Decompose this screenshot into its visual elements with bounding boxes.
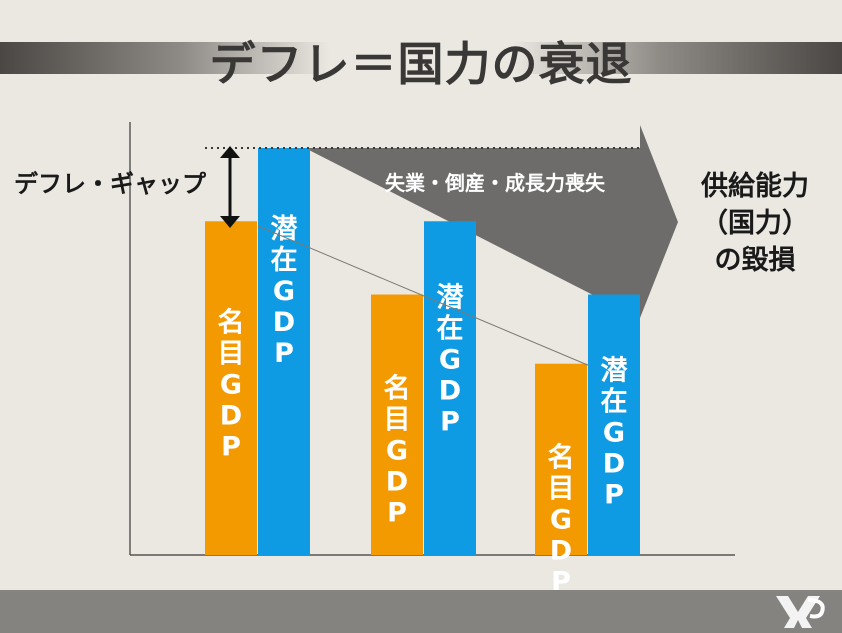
footer-bar [0, 590, 842, 633]
title-decor-left [0, 42, 330, 74]
nominal-gdp-bar-3 [535, 363, 587, 555]
potential-gdp-label-3-char-1: 潜 [601, 356, 628, 387]
nominal-gdp-label-2-char-2: 目 [384, 405, 411, 436]
potential-gdp-bar-2 [424, 221, 476, 555]
result-label-line3: の毀損 [715, 245, 796, 276]
nominal-gdp-bar-1 [205, 221, 257, 555]
loss-label: 失業・倒産・成長力喪失 [385, 171, 606, 195]
nominal-gdp-label-1-char-1: 名 [218, 306, 245, 338]
nominal-gdp-label-1-char-5: P [221, 431, 241, 462]
loss-arrow [305, 125, 678, 318]
nominal-gdp-label-3-char-5: P [551, 567, 571, 598]
potential-gdp-label-3-char-5: P [604, 480, 624, 511]
nominal-gdp-label-1-char-2: 目 [218, 338, 245, 369]
trend-line-2 [423, 295, 591, 367]
potential-gdp-label-1-char-3: G [273, 276, 295, 307]
nominal-gdp-label-1-char-4: D [220, 400, 242, 431]
nominal-gdp-label-3-char-2: 目 [548, 474, 575, 505]
nominal-gdp-label-2-char-3: G [386, 436, 408, 467]
title-decor-right [512, 42, 842, 74]
potential-gdp-label-1-char-5: P [274, 338, 294, 369]
potential-gdp-label-2-char-2: 在 [437, 313, 464, 344]
nominal-gdp-label-2-char-5: P [387, 498, 407, 529]
nominal-gdp-label-3-char-3: G [550, 505, 572, 536]
nominal-gdp-bar-2 [371, 294, 423, 555]
gap-label: デフレ・ギャップ [14, 170, 207, 198]
mr-logo-icon [776, 596, 825, 628]
gap-arrow [220, 146, 240, 228]
potential-gdp-label-2-char-4: D [439, 375, 461, 406]
page-title: デフレ＝国力の衰退 [209, 37, 633, 91]
potential-gdp-label-1-char-1: 潜 [271, 214, 298, 245]
trend-line-1 [257, 225, 425, 297]
nominal-gdp-label-3-char-1: 名 [548, 442, 575, 474]
potential-gdp-label-2-char-1: 潜 [437, 282, 464, 313]
potential-gdp-label-1-char-2: 在 [271, 245, 298, 276]
potential-gdp-label-3-char-4: D [603, 449, 625, 480]
nominal-gdp-label-2-char-1: 名 [384, 373, 411, 405]
potential-gdp-bar-3 [588, 294, 640, 555]
potential-gdp-label-3-char-2: 在 [601, 387, 628, 418]
nominal-gdp-label-2-char-4: D [386, 467, 408, 498]
potential-gdp-label-2-char-5: P [440, 406, 460, 437]
potential-gdp-label-2-char-3: G [439, 344, 461, 375]
nominal-gdp-label-3-char-4: D [550, 536, 572, 567]
potential-gdp-label-1-char-4: D [273, 307, 295, 338]
potential-gdp-label-3-char-3: G [603, 418, 625, 449]
result-label-line2: （国力） [701, 208, 809, 239]
result-label-line1: 供給能力 [700, 170, 809, 202]
potential-gdp-bar-1 [258, 148, 310, 555]
nominal-gdp-label-1-char-3: G [220, 369, 242, 400]
